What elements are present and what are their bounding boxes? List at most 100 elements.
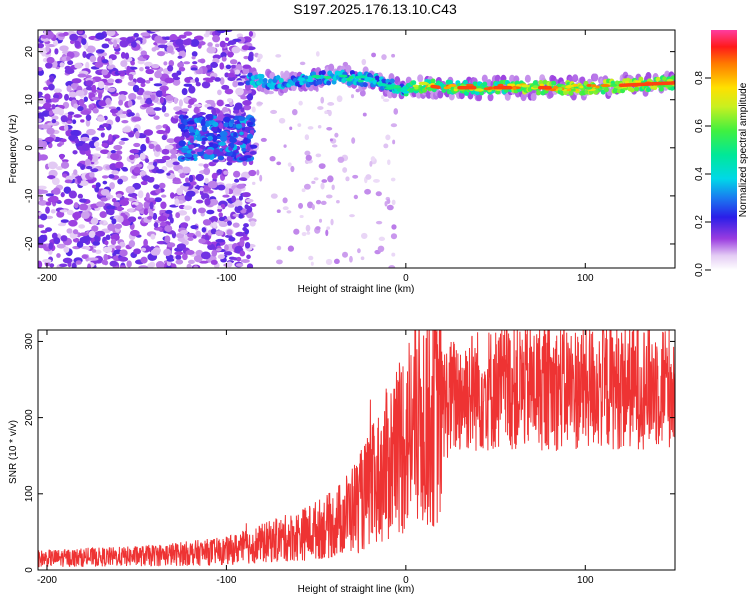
spectrogram-cell <box>391 252 396 257</box>
spectrogram-cell <box>307 126 314 130</box>
spectrogram-cell <box>336 200 340 204</box>
spectrogram-cell <box>195 173 204 182</box>
spectrogram-cell <box>153 107 162 111</box>
spectrogram-cell <box>105 97 112 105</box>
spectrogram-cell <box>139 170 147 176</box>
spectrogram-cell <box>345 64 352 73</box>
x-tick-label: -200 <box>37 575 57 586</box>
spectrogram-cell <box>270 109 278 115</box>
spectrogram-cell <box>371 52 377 58</box>
spectrogram-cell <box>238 177 247 181</box>
spectrogram-cell <box>242 64 252 69</box>
spectrogram-cell <box>155 169 165 174</box>
y-tick-label: 100 <box>24 485 35 502</box>
spectrogram-cell <box>338 74 348 78</box>
spectrogram-cell <box>233 170 241 178</box>
spectrogram-cell <box>245 198 254 203</box>
spectrogram-cell <box>66 209 74 216</box>
spectrogram-cell <box>187 104 192 109</box>
spectrogram-cell <box>226 261 233 268</box>
spectrogram-cell <box>249 129 255 134</box>
spectrogram-cell <box>246 263 254 268</box>
spectrogram-cell <box>233 187 242 195</box>
spectrogram-cell <box>172 180 182 185</box>
y-tick-label: 10 <box>24 94 35 106</box>
spectrogram-cell <box>403 86 409 90</box>
spectrogram-cell <box>167 64 174 72</box>
spectrogram-cell <box>216 114 226 122</box>
spectrogram-cell <box>474 90 480 96</box>
spectrogram-cell <box>111 170 120 175</box>
spectrogram-cell <box>198 67 203 75</box>
spectrogram-cell <box>71 262 77 268</box>
spectrogram-cell <box>375 191 382 197</box>
spectrogram-cell <box>67 60 74 66</box>
spectrogram-cell <box>289 126 293 131</box>
x-tick-label: 100 <box>577 575 594 586</box>
spectrogram-cell <box>155 188 162 194</box>
spectrogram-cell <box>212 121 219 127</box>
spectrogram-cell <box>83 96 89 102</box>
spectrogram-cell <box>211 135 218 142</box>
snr-series-line <box>38 330 675 568</box>
spectrogram-cell <box>38 91 43 96</box>
spectrogram-cell <box>91 249 97 253</box>
spectrogram-cell <box>38 106 44 110</box>
spectrogram-cell <box>72 229 79 235</box>
spectrogram-cell <box>269 156 276 162</box>
spectrogram-cell <box>72 150 78 155</box>
spectrogram-cell <box>290 165 295 173</box>
spectrogram-cell <box>156 159 167 164</box>
spectrogram-cell <box>584 86 593 90</box>
spectrogram-xlabel: Height of straight line (km) <box>298 284 415 295</box>
spectrogram-cell <box>320 70 326 76</box>
spectrogram-cell <box>471 85 477 90</box>
spectrogram-cell <box>74 138 80 144</box>
spectrogram-cell <box>117 178 124 185</box>
spectrogram-cell <box>154 70 163 79</box>
spectrogram-cell <box>227 51 234 58</box>
spectrogram-cell <box>352 174 359 179</box>
spectrogram-cell <box>49 195 59 202</box>
spectrogram-cell <box>536 90 542 96</box>
spectrogram-cell <box>418 82 429 86</box>
spectrogram-cell <box>237 205 243 211</box>
spectrogram-cell <box>524 74 531 83</box>
spectrogram-cell <box>159 221 167 227</box>
spectrogram-cell <box>223 121 230 128</box>
spectrogram-cell <box>287 245 295 252</box>
spectrogram-cell <box>182 115 189 120</box>
spectrogram-cell <box>226 229 233 236</box>
spectrogram-cell <box>145 97 153 105</box>
spectrogram-cell <box>329 138 334 142</box>
spectrogram-cell <box>374 75 380 81</box>
spectrogram-cell <box>143 208 149 216</box>
spectrogram-cell <box>311 204 315 210</box>
spectrogram-cell <box>184 76 192 83</box>
spectrogram-cell <box>186 120 195 125</box>
spectrogram-cell <box>270 84 276 90</box>
spectrogram-cell <box>101 69 109 76</box>
spectrogram-cell <box>155 144 161 152</box>
spectrogram-cell <box>179 172 186 179</box>
spectrogram-cell <box>52 187 61 195</box>
spectrogram-cell <box>91 184 97 189</box>
spectrogram-cell <box>239 239 245 247</box>
spectrogram-cell <box>239 250 246 257</box>
spectrogram-cell <box>109 182 115 190</box>
spectrogram-cell <box>286 210 292 214</box>
spectrogram-cell <box>504 92 511 101</box>
spectrogram-cell <box>147 262 154 268</box>
spectrogram-cell <box>85 45 96 53</box>
spectrogram-cell <box>85 80 94 86</box>
spectrogram-cell <box>207 135 214 141</box>
spectrogram-cell <box>393 108 399 115</box>
colorbar-tick-label: 0.8 <box>694 71 705 85</box>
spectrogram-cell <box>127 81 136 87</box>
spectrogram-cell <box>448 83 457 87</box>
spectrogram-cell <box>192 156 198 162</box>
spectrogram-cell <box>299 214 304 219</box>
spectrogram-cell <box>147 176 155 183</box>
spectrogram-cell <box>317 106 324 110</box>
spectrogram-cell <box>318 163 326 169</box>
